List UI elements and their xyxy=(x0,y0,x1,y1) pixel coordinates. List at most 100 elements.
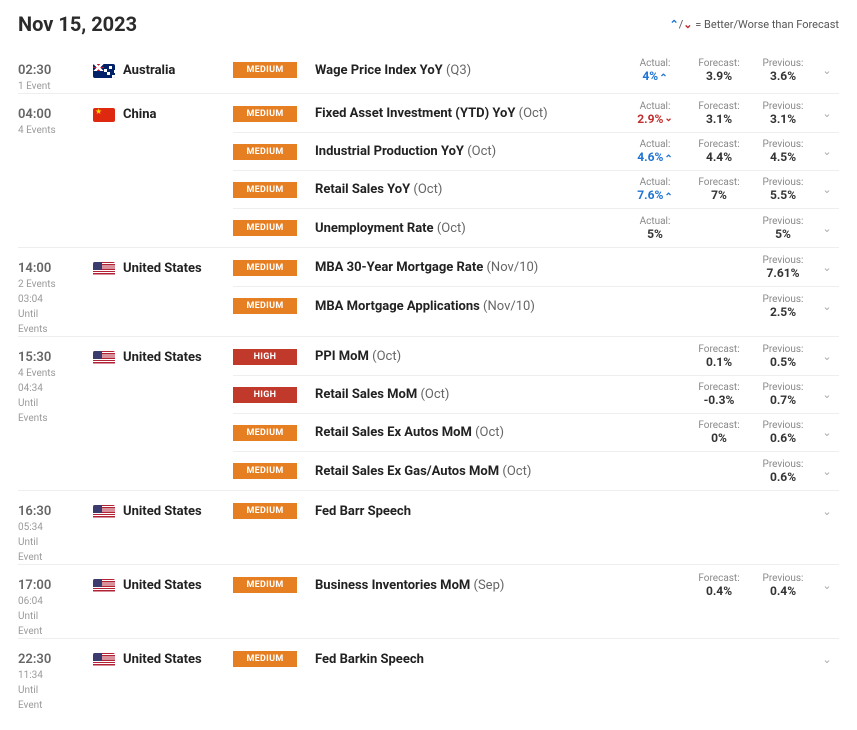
chevron-down-icon[interactable]: ⌄ xyxy=(815,350,839,363)
event-row[interactable]: HIGHPPI MoM (Oct)Forecast:0.1%Previous:0… xyxy=(233,338,839,376)
metric-label: Forecast: xyxy=(687,344,751,355)
chevron-down-icon[interactable]: ⌄ xyxy=(815,388,839,401)
importance-badge: MEDIUM xyxy=(233,144,297,160)
importance-badge: MEDIUM xyxy=(233,220,297,236)
country-name: United States xyxy=(123,261,202,276)
time-column: 16:3005:34UntilEvent xyxy=(18,492,93,564)
chevron-down-icon[interactable]: ⌄ xyxy=(815,183,839,196)
actual-metric xyxy=(623,573,687,598)
forecast-metric xyxy=(687,294,751,319)
metric-value: 0.4% xyxy=(751,584,815,598)
time-sub: Until xyxy=(18,684,93,697)
metric-label: Forecast: xyxy=(687,58,751,69)
previous-metric: Previous:0.6% xyxy=(751,420,815,445)
metrics: Actual:4%Forecast:3.9%Previous:3.6% xyxy=(623,58,815,83)
chevron-down-icon[interactable]: ⌄ xyxy=(815,426,839,439)
importance-badge: MEDIUM xyxy=(233,106,297,122)
metric-label: Forecast: xyxy=(687,177,751,188)
country-name: United States xyxy=(123,652,202,667)
events-list: MEDIUMWage Price Index YoY (Q3)Actual:4%… xyxy=(233,51,839,89)
importance-badge: MEDIUM xyxy=(233,651,297,667)
event-row[interactable]: MEDIUMIndustrial Production YoY (Oct)Act… xyxy=(233,133,839,171)
event-row[interactable]: MEDIUMWage Price Index YoY (Q3)Actual:4%… xyxy=(233,51,839,89)
time-sub: Events xyxy=(18,412,93,425)
chevron-down-icon[interactable]: ⌄ xyxy=(815,653,839,666)
event-title: Unemployment Rate (Oct) xyxy=(297,221,623,236)
events-list: HIGHPPI MoM (Oct)Forecast:0.1%Previous:0… xyxy=(233,338,839,490)
event-row[interactable]: MEDIUMMBA Mortgage Applications (Nov/10)… xyxy=(233,287,839,325)
country-column: United States xyxy=(93,640,233,667)
metric-value: 3.1% xyxy=(751,112,815,126)
importance-badge: MEDIUM xyxy=(233,62,297,78)
event-row[interactable]: MEDIUMRetail Sales YoY (Oct)Actual:7.6%F… xyxy=(233,171,839,209)
metric-value: 0.1% xyxy=(687,355,751,369)
event-row[interactable]: MEDIUMRetail Sales Ex Autos MoM (Oct)For… xyxy=(233,414,839,452)
event-period: (Sep) xyxy=(474,578,505,593)
event-period: (Oct) xyxy=(420,387,449,402)
event-row[interactable]: MEDIUMRetail Sales Ex Gas/Autos MoM (Oct… xyxy=(233,452,839,490)
event-row[interactable]: MEDIUMFed Barkin Speech ⌄ xyxy=(233,640,839,678)
metrics: Forecast:-0.3%Previous:0.7% xyxy=(623,382,815,407)
legend: ⌃/⌄ = Better/Worse than Forecast xyxy=(670,18,839,31)
metric-label: Previous: xyxy=(751,344,815,355)
country-name: United States xyxy=(123,504,202,519)
time-column: 15:304 Events04:34UntilEvents xyxy=(18,338,93,425)
time-sub: 4 Events xyxy=(18,124,93,137)
importance-badge: MEDIUM xyxy=(233,425,297,441)
event-period: (Oct) xyxy=(475,425,504,440)
time-group: 16:3005:34UntilEvent United States MEDIUMF… xyxy=(18,490,839,564)
event-row[interactable]: MEDIUMUnemployment Rate (Oct)Actual:5%Pr… xyxy=(233,209,839,247)
metric-label: Forecast: xyxy=(687,573,751,584)
page-title: Nov 15, 2023 xyxy=(18,12,137,36)
events-list: MEDIUMFed Barkin Speech ⌄ xyxy=(233,640,839,678)
chevron-down-icon[interactable]: ⌄ xyxy=(815,145,839,158)
actual-metric xyxy=(623,382,687,407)
event-period: (Oct) xyxy=(437,221,466,236)
time-sub: Event xyxy=(18,625,93,638)
flag-us-icon xyxy=(93,351,115,365)
metric-label: Actual: xyxy=(623,177,687,188)
metric-label: Actual: xyxy=(623,139,687,150)
event-name: Business Inventories MoM xyxy=(315,578,474,593)
events-table: 02:301 EventAustraliaMEDIUMWage Price In… xyxy=(0,40,857,730)
metric-value: 4% xyxy=(623,69,687,83)
chevron-down-icon[interactable]: ⌄ xyxy=(815,579,839,592)
previous-metric: Previous:3.6% xyxy=(751,58,815,83)
actual-metric: Actual:5% xyxy=(623,216,687,241)
time-group: 04:004 EventsChinaMEDIUMFixed Asset Inve… xyxy=(18,93,839,247)
forecast-metric: Forecast:3.9% xyxy=(687,58,751,83)
importance-badge: MEDIUM xyxy=(233,503,297,519)
flag-us-icon xyxy=(93,505,115,519)
time-group: 22:3011:34UntilEventUnited StatesMEDIUMF… xyxy=(18,638,839,712)
country-name: United States xyxy=(123,578,202,593)
chevron-down-icon[interactable]: ⌄ xyxy=(815,505,839,518)
previous-metric: Previous:2.5% xyxy=(751,294,815,319)
metric-value: 5% xyxy=(623,227,687,241)
event-title: PPI MoM (Oct) xyxy=(297,349,623,364)
metric-label: Forecast: xyxy=(687,101,751,112)
event-row[interactable]: MEDIUMFed Barr Speech ⌄ xyxy=(233,492,839,530)
chevron-down-icon[interactable]: ⌄ xyxy=(815,107,839,120)
flag-cn-icon xyxy=(93,108,115,122)
importance-badge: MEDIUM xyxy=(233,463,297,479)
metric-label: Previous: xyxy=(751,459,815,470)
chevron-down-icon[interactable]: ⌄ xyxy=(815,300,839,313)
event-time: 04:00 xyxy=(18,107,93,122)
chevron-down-icon[interactable]: ⌄ xyxy=(815,222,839,235)
event-row[interactable]: HIGHRetail Sales MoM (Oct)Forecast:-0.3%… xyxy=(233,376,839,414)
time-column: 02:301 Event xyxy=(18,51,93,93)
time-sub: Events xyxy=(18,323,93,336)
chevron-down-icon[interactable]: ⌄ xyxy=(815,64,839,77)
metric-label: Actual: xyxy=(623,101,687,112)
metric-label: Previous: xyxy=(751,139,815,150)
metric-value: 0.5% xyxy=(751,355,815,369)
event-row[interactable]: MEDIUMBusiness Inventories MoM (Sep)Fore… xyxy=(233,566,839,604)
event-row[interactable]: MEDIUMFixed Asset Investment (YTD) YoY (… xyxy=(233,95,839,133)
previous-metric: Previous:4.5% xyxy=(751,139,815,164)
event-title: Retail Sales YoY (Oct) xyxy=(297,182,623,197)
previous-metric: Previous:3.1% xyxy=(751,101,815,126)
chevron-down-icon[interactable]: ⌄ xyxy=(815,465,839,478)
event-row[interactable]: MEDIUMMBA 30-Year Mortgage Rate (Nov/10)… xyxy=(233,249,839,287)
time-sub: 11:34 xyxy=(18,669,93,682)
chevron-down-icon[interactable]: ⌄ xyxy=(815,261,839,274)
